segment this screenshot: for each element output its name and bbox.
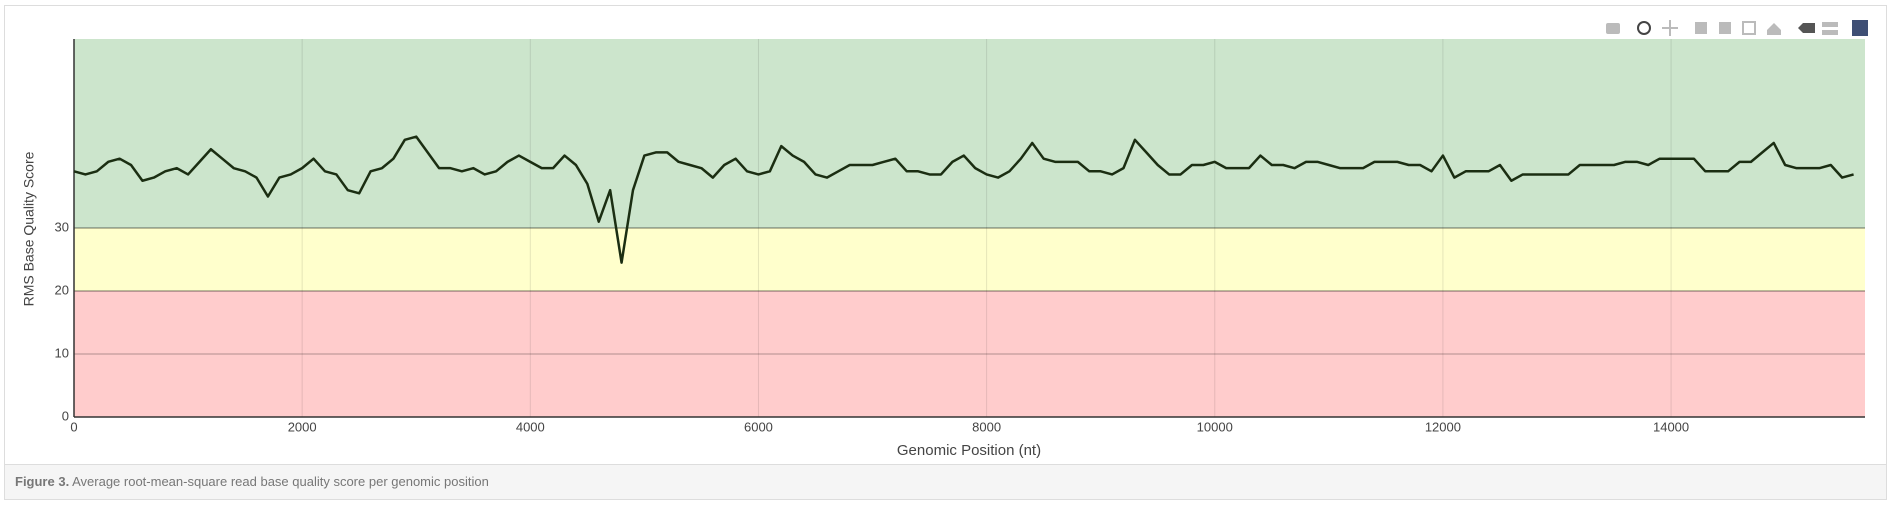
x-axis-title: Genomic Position (nt) — [897, 442, 1041, 459]
toolbar — [1606, 20, 1868, 36]
plotly-logo[interactable] — [1852, 20, 1868, 36]
y-tick-label: 0 — [62, 408, 69, 423]
hover-compare-icon[interactable] — [1822, 30, 1838, 35]
quality-line — [73, 135, 1854, 264]
figure-panel: Figure 3. Average root-mean-square read … — [4, 5, 1887, 500]
x-tick-label: 12000 — [1425, 419, 1461, 434]
x-tick-label: 10000 — [1197, 419, 1233, 434]
x-tick-label: 6000 — [744, 419, 773, 434]
pan-icon[interactable] — [1662, 20, 1678, 36]
x-tick-label: 8000 — [972, 419, 1001, 434]
x-tick-label: 4000 — [516, 419, 545, 434]
hover-closest-icon[interactable] — [1822, 22, 1838, 27]
caption-label: Figure 3. — [15, 474, 70, 489]
y-tick-label: 30 — [55, 219, 69, 234]
quality-band — [74, 291, 1865, 417]
zoom-icon[interactable] — [1637, 21, 1651, 35]
x-tick-label: 2000 — [288, 419, 317, 434]
zoom-out-icon[interactable] — [1719, 22, 1731, 34]
camera-icon[interactable] — [1606, 23, 1620, 34]
caption-text: Average root-mean-square read base quali… — [72, 474, 489, 489]
y-axis-title: RMS Base Quality Score — [21, 151, 37, 306]
spike-icon[interactable] — [1798, 23, 1815, 33]
caption: Figure 3. Average root-mean-square read … — [5, 464, 1886, 499]
zoom-in-icon[interactable] — [1695, 22, 1707, 34]
autoscale-icon[interactable] — [1742, 21, 1756, 35]
quality-band — [74, 39, 1865, 228]
x-tick-label: 14000 — [1653, 419, 1689, 434]
x-tick-label: 0 — [70, 419, 77, 434]
reset-icon[interactable] — [1767, 23, 1781, 35]
quality-band — [74, 228, 1865, 291]
y-tick-label: 20 — [55, 282, 69, 297]
y-tick-label: 10 — [55, 345, 69, 360]
chart: Genomic Position (nt) RMS Base Quality S… — [21, 20, 1868, 459]
